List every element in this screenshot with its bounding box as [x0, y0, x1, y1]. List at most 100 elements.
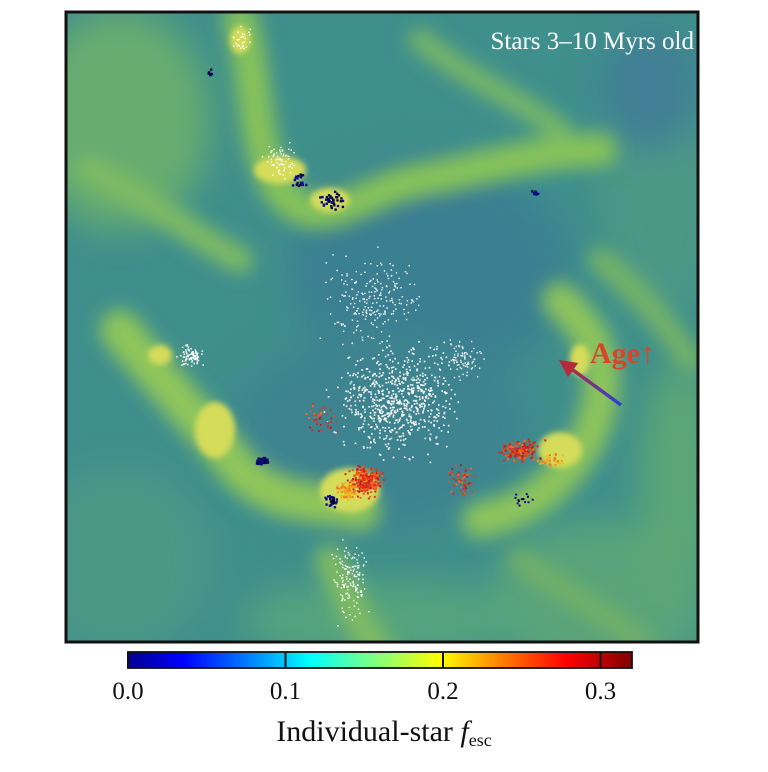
star-particle: [548, 459, 551, 462]
star-particle: [409, 421, 412, 423]
star-particle: [518, 449, 521, 451]
star-particle: [386, 272, 388, 275]
star-particle: [365, 315, 367, 317]
star-particle: [410, 415, 412, 418]
star-particle: [430, 395, 433, 397]
star-particle: [458, 344, 460, 347]
star-particle: [438, 375, 441, 378]
star-particle: [352, 490, 355, 493]
star-particle: [437, 409, 440, 411]
star-particle: [263, 461, 266, 465]
star-particle: [354, 404, 357, 407]
star-particle: [325, 503, 328, 506]
star-particle: [535, 193, 538, 196]
star-particle: [320, 412, 323, 414]
star-particle: [381, 412, 383, 415]
star-particle: [434, 396, 437, 398]
star-particle: [404, 377, 407, 380]
star-particle: [541, 460, 544, 463]
star-particle: [342, 323, 344, 325]
star-particle: [395, 411, 397, 414]
star-particle: [378, 384, 380, 387]
star-particle: [284, 178, 286, 180]
star-particle: [377, 471, 380, 474]
star-particle: [355, 270, 357, 273]
star-particle: [367, 476, 370, 479]
star-particle: [504, 449, 507, 452]
star-particle: [438, 412, 440, 415]
star-particle: [356, 589, 358, 591]
star-particle: [335, 563, 337, 565]
star-particle: [398, 418, 401, 421]
star-particle: [332, 199, 335, 202]
star-particle: [503, 453, 505, 456]
star-particle: [325, 422, 327, 425]
star-particle: [357, 485, 359, 488]
star-particle: [329, 497, 332, 501]
star-particle: [456, 364, 459, 366]
star-particle: [334, 581, 336, 583]
star-particle: [521, 458, 524, 461]
star-particle: [348, 572, 350, 574]
star-particle: [359, 359, 362, 361]
star-particle: [361, 594, 363, 596]
star-particle: [370, 337, 373, 339]
star-particle: [349, 578, 351, 580]
star-particle: [342, 584, 344, 586]
star-particle: [285, 154, 288, 157]
star-particle: [418, 381, 420, 384]
star-particle: [358, 476, 361, 479]
star-particle: [513, 447, 516, 450]
star-particle: [364, 318, 367, 320]
star-particle: [453, 410, 456, 413]
star-particle: [416, 402, 418, 405]
star-particle: [392, 414, 395, 416]
star-particle: [387, 415, 390, 418]
star-particle: [385, 420, 387, 422]
star-particle: [189, 357, 191, 360]
star-particle: [373, 311, 376, 313]
star-particle: [392, 264, 394, 267]
star-particle: [415, 413, 417, 415]
star-particle: [516, 455, 519, 458]
star-particle: [330, 496, 333, 499]
star-particle: [457, 355, 459, 357]
star-particle: [364, 486, 367, 489]
star-particle: [528, 446, 531, 449]
star-particle: [410, 378, 413, 381]
star-particle: [458, 364, 460, 366]
star-particle: [371, 375, 374, 377]
star-particle: [438, 404, 440, 406]
star-particle: [280, 153, 282, 155]
star-particle: [421, 426, 424, 428]
star-particle: [370, 313, 372, 316]
star-particle: [372, 278, 374, 280]
star-particle: [377, 418, 380, 420]
star-particle: [348, 488, 351, 491]
star-particle: [301, 174, 305, 177]
star-particle: [333, 204, 336, 207]
star-particle: [455, 357, 457, 359]
star-particle: [455, 479, 458, 482]
star-particle: [196, 359, 198, 361]
star-particle: [210, 68, 213, 71]
star-particle: [369, 295, 371, 298]
star-particle: [194, 349, 197, 351]
star-particle: [368, 391, 370, 393]
star-particle: [522, 447, 525, 450]
star-particle: [447, 384, 450, 386]
star-particle: [354, 615, 356, 618]
star-particle: [361, 389, 364, 391]
star-particle: [465, 365, 467, 367]
star-particle: [329, 195, 332, 198]
star-particle: [261, 156, 264, 158]
star-particle: [336, 199, 339, 202]
star-particle: [276, 161, 278, 164]
star-particle: [533, 441, 536, 444]
star-particle: [417, 412, 420, 415]
star-particle: [336, 485, 339, 488]
star-particle: [182, 356, 185, 358]
star-particle: [448, 361, 450, 363]
star-particle: [345, 397, 348, 399]
